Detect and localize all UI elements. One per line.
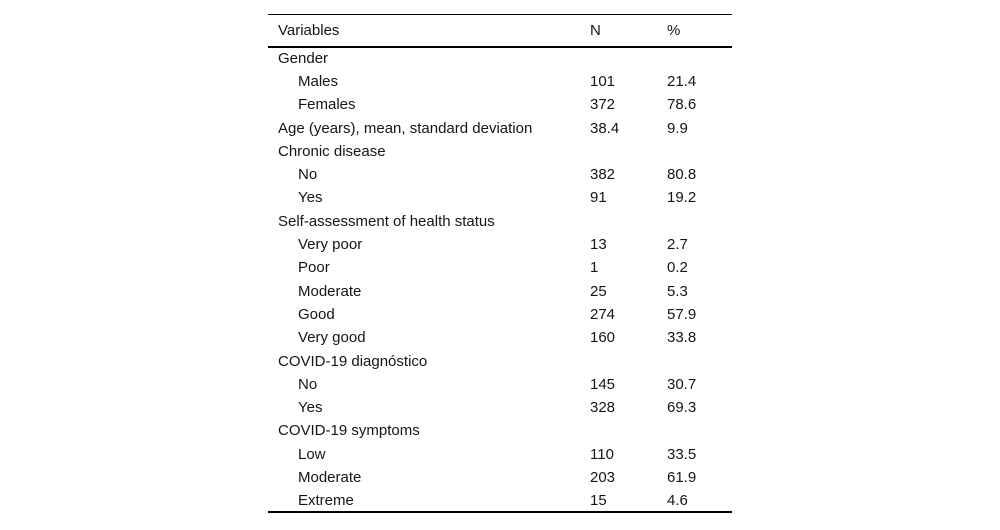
percent-value: 33.5 (667, 445, 697, 463)
variable-label: Females (298, 96, 356, 114)
n-value: 203 (590, 468, 616, 486)
variable-label: Poor (298, 259, 330, 277)
variable-label: Self-assessment of health status (278, 212, 495, 230)
percent-value: 0.2 (667, 259, 688, 277)
percent-value: 30.7 (667, 375, 697, 393)
table-row-category: Extreme 15 4.6 (268, 489, 732, 512)
variable-label: COVID-19 symptoms (278, 422, 420, 440)
n-value: 382 (590, 166, 616, 184)
variable-label: Yes (298, 189, 323, 207)
variable-label: Age (years), mean, standard deviation (278, 119, 533, 137)
n-value (590, 47, 667, 70)
table-header-row: Variables N % (268, 15, 732, 47)
n-value: 1 (590, 259, 599, 277)
percent-value: 33.8 (667, 329, 697, 347)
variable-label: COVID-19 diagnóstico (278, 352, 428, 370)
table-row-category: Very good 160 33.8 (268, 326, 732, 349)
percent-value (667, 47, 732, 70)
percent-value: 5.3 (667, 282, 688, 300)
variable-label: Extreme (298, 491, 354, 509)
variable-label: Males (298, 72, 339, 90)
percent-value: 80.8 (667, 166, 697, 184)
variable-label: No (298, 375, 318, 393)
table-row-category: No 145 30.7 (268, 373, 732, 396)
percent-value: 9.9 (667, 119, 688, 137)
n-value: 101 (590, 72, 616, 90)
variable-label: Chronic disease (278, 142, 386, 160)
table-row-category: Moderate 203 61.9 (268, 466, 732, 489)
table-row-group: Gender (268, 47, 732, 70)
variable-label: Yes (298, 399, 323, 417)
variable-label: Moderate (298, 468, 362, 486)
table-row-category: Yes 328 69.3 (268, 396, 732, 419)
descriptive-statistics-table: Variables N % Gender Males 101 21.4 Females 3… (268, 14, 732, 514)
variable-label: Low (298, 445, 326, 463)
table-row-group: Age (years), mean, standard deviation 38.… (268, 116, 732, 139)
n-value: 110 (590, 445, 614, 463)
percent-value (667, 349, 732, 372)
column-header-n: N (590, 21, 601, 39)
percent-value: 78.6 (667, 96, 697, 114)
n-value: 274 (590, 305, 616, 323)
percent-value: 61.9 (667, 468, 697, 486)
table-row-category: Low 110 33.5 (268, 443, 732, 466)
n-value: 91 (590, 189, 607, 207)
table-row-category: Very poor 13 2.7 (268, 233, 732, 256)
n-value (590, 140, 667, 163)
table-body: Gender Males 101 21.4 Females 372 78.6 Age (yea… (268, 47, 732, 513)
table-row-category: Yes 91 19.2 (268, 186, 732, 209)
percent-value: 21.4 (667, 72, 697, 90)
column-header-variables: Variables (278, 21, 340, 39)
percent-value: 19.2 (667, 189, 697, 207)
n-value: 160 (590, 329, 616, 347)
percent-value: 2.7 (667, 236, 688, 254)
percent-value (667, 140, 732, 163)
n-value: 38.4 (590, 119, 620, 137)
table-row-category: Females 372 78.6 (268, 93, 732, 116)
n-value (590, 419, 667, 442)
table-row-group: COVID-19 diagnóstico (268, 349, 732, 372)
table-row-group: COVID-19 symptoms (268, 419, 732, 442)
percent-value: 4.6 (667, 491, 688, 509)
variable-label: Very poor (298, 236, 363, 254)
n-value: 15 (590, 491, 607, 509)
percent-value (667, 210, 732, 233)
variable-label: Very good (298, 329, 366, 347)
percent-value: 69.3 (667, 399, 697, 417)
n-value: 25 (590, 282, 607, 300)
variable-label: Moderate (298, 282, 362, 300)
table-header: Variables N % (268, 15, 732, 47)
table-row-category: No 382 80.8 (268, 163, 732, 186)
variable-label: No (298, 166, 318, 184)
n-value: 13 (590, 236, 607, 254)
percent-value: 57.9 (667, 305, 697, 323)
table-row-group: Chronic disease (268, 140, 732, 163)
table-row-category: Poor 1 0.2 (268, 256, 732, 279)
table-row-group: Self-assessment of health status (268, 210, 732, 233)
variable-label: Good (298, 305, 335, 323)
table-row-category: Males 101 21.4 (268, 70, 732, 93)
column-header-percent: % (667, 21, 681, 39)
table-row-category: Good 274 57.9 (268, 303, 732, 326)
n-value: 145 (590, 375, 616, 393)
percent-value (667, 419, 732, 442)
variable-label: Gender (278, 50, 329, 68)
n-value: 328 (590, 399, 616, 417)
table-row-category: Moderate 25 5.3 (268, 279, 732, 302)
n-value (590, 210, 667, 233)
n-value: 372 (590, 96, 616, 114)
n-value (590, 349, 667, 372)
